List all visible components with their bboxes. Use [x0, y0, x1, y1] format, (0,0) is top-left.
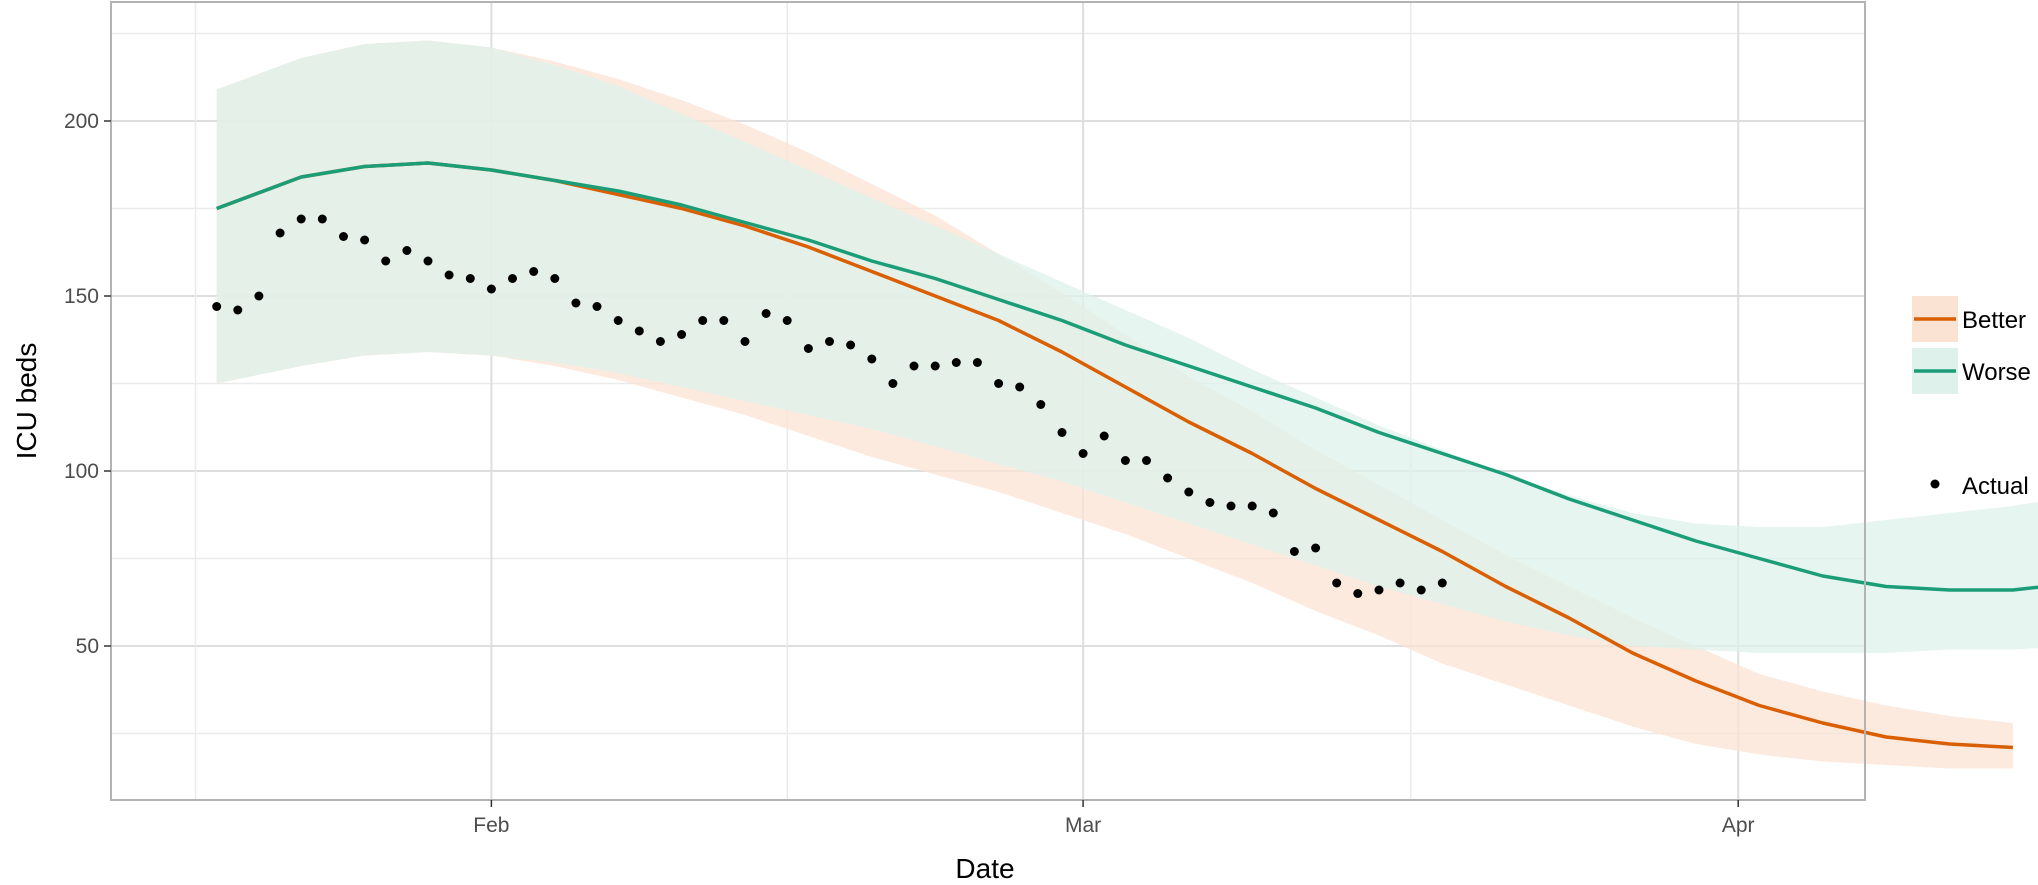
actual-point	[212, 302, 222, 311]
actual-point	[360, 235, 370, 245]
actual-point	[550, 274, 560, 283]
actual-point	[1036, 400, 1046, 409]
actual-point	[1078, 449, 1088, 458]
x-tick-label: Mar	[1065, 814, 1101, 837]
actual-point	[1268, 508, 1278, 518]
actual-point	[698, 316, 708, 325]
y-tick-label: 200	[64, 110, 99, 133]
actual-point	[444, 270, 454, 280]
legend: Better Worse Actual	[1912, 296, 2031, 500]
actual-point	[930, 361, 940, 371]
actual-point	[1205, 498, 1215, 507]
actual-point	[803, 344, 813, 353]
actual-point	[951, 358, 961, 367]
actual-point	[909, 361, 919, 371]
actual-point	[571, 298, 581, 308]
actual-point	[740, 337, 750, 346]
y-axis-title: ICU beds	[11, 343, 42, 460]
actual-point	[761, 309, 771, 318]
legend-label-better: Better	[1962, 307, 2026, 334]
actual-point	[825, 337, 834, 346]
actual-point	[339, 232, 348, 241]
actual-point	[1374, 585, 1384, 595]
actual-point	[1142, 456, 1151, 465]
actual-point	[508, 274, 517, 283]
actual-point	[1332, 578, 1342, 588]
worse-line	[216, 161, 2038, 592]
x-tick-label: Feb	[473, 814, 509, 837]
actual-point	[655, 337, 665, 346]
actual-point	[888, 379, 898, 388]
actual-point	[1099, 431, 1109, 441]
legend-point-actual	[1930, 479, 1940, 489]
actual-point	[381, 256, 391, 266]
actual-point	[867, 354, 877, 364]
actual-point	[529, 267, 539, 276]
actual-point	[972, 358, 982, 367]
actual-point	[423, 256, 433, 266]
axis-ticks: 50 100 150 200 Feb Mar Apr	[64, 110, 1755, 837]
actual-point	[1184, 487, 1194, 497]
actual-point	[1120, 456, 1130, 465]
actual-point	[592, 302, 602, 311]
y-tick-label: 50	[76, 635, 99, 658]
y-tick-label: 150	[64, 285, 99, 308]
actual-point	[1416, 585, 1426, 595]
actual-point	[994, 379, 1004, 388]
actual-point	[613, 316, 623, 325]
actual-point	[634, 326, 644, 336]
actual-point	[1247, 501, 1257, 511]
actual-point	[465, 274, 475, 283]
actual-point	[317, 214, 327, 224]
actual-point	[402, 246, 412, 255]
plot-border	[110, 1, 1866, 801]
actual-point	[677, 330, 687, 339]
x-axis-title: Date	[955, 853, 1014, 884]
actual-point	[1437, 578, 1447, 588]
actual-point	[1289, 547, 1299, 556]
actual-point	[233, 305, 243, 315]
actual-points	[212, 214, 1447, 598]
y-tick-label: 100	[64, 460, 99, 483]
actual-point	[1057, 428, 1067, 437]
series-lines	[216, 161, 2038, 750]
actual-point	[1163, 473, 1173, 483]
actual-point	[1015, 382, 1025, 392]
actual-point	[1353, 589, 1363, 598]
x-tick-label: Apr	[1722, 814, 1755, 837]
actual-point	[1226, 501, 1236, 511]
actual-point	[275, 228, 285, 238]
actual-point	[782, 316, 792, 325]
legend-label-worse: Worse	[1962, 359, 2031, 386]
actual-point	[719, 316, 729, 325]
actual-point	[296, 214, 306, 224]
actual-point	[254, 291, 264, 301]
actual-point	[1395, 578, 1405, 588]
legend-label-actual: Actual	[1962, 473, 2029, 500]
actual-point	[1311, 543, 1321, 553]
actual-point	[486, 284, 496, 294]
actual-point	[846, 340, 856, 350]
